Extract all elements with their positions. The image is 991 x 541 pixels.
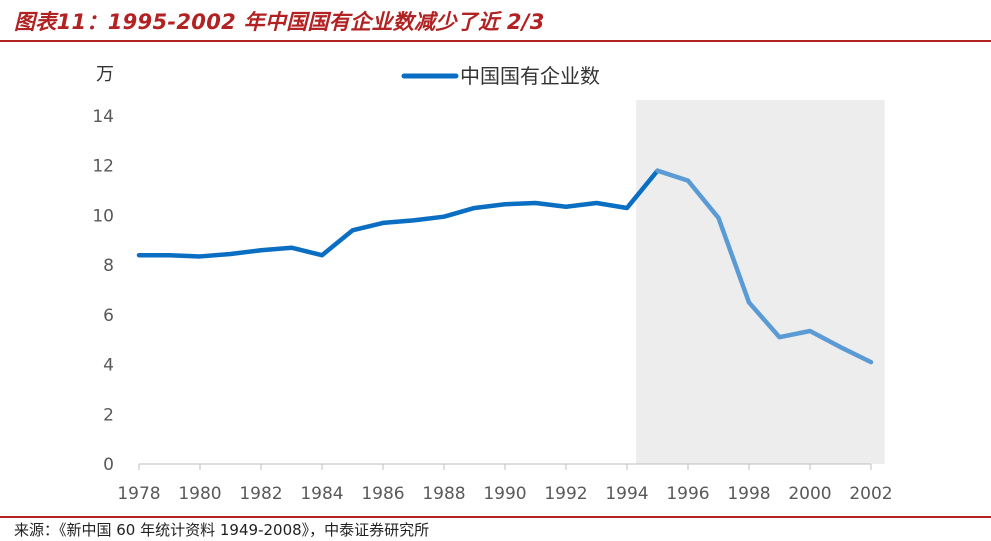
x-tick-label: 1998 <box>727 484 770 504</box>
y-tick-label: 12 <box>92 157 114 177</box>
x-tick-label: 1982 <box>239 484 282 504</box>
y-tick-label: 10 <box>92 206 114 226</box>
x-tick-label: 1990 <box>483 484 526 504</box>
x-tick-label: 1996 <box>666 484 709 504</box>
y-tick-label: 14 <box>92 107 114 127</box>
x-tick-label: 1988 <box>422 484 465 504</box>
title-bar: 图表11：1995-2002 年中国国有企业数减少了近 2/3 <box>0 0 991 42</box>
legend-label: 中国国有企业数 <box>460 64 600 88</box>
series-line-highlight <box>655 168 874 365</box>
y-tick-label: 2 <box>103 405 114 425</box>
series-line <box>136 168 660 259</box>
x-tick-label: 1994 <box>605 484 648 504</box>
x-tick-label: 1978 <box>117 484 160 504</box>
chart-title: 图表11：1995-2002 年中国国有企业数减少了近 2/3 <box>14 10 545 34</box>
x-tick-label: 1984 <box>300 484 343 504</box>
x-tick-label: 2002 <box>849 484 892 504</box>
x-tick-label: 2000 <box>788 484 831 504</box>
y-tick-label: 6 <box>103 306 114 326</box>
title-divider <box>0 40 991 42</box>
x-tick-label: 1986 <box>361 484 404 504</box>
y-tick-label: 4 <box>103 356 114 376</box>
x-tick-label: 1992 <box>544 484 587 504</box>
source-note: 来源：《新中国 60 年统计资料 1949-2008》，中泰证券研究所 <box>14 521 430 539</box>
y-tick-label: 0 <box>103 455 114 475</box>
highlight-band <box>636 100 885 464</box>
source-divider <box>0 516 991 518</box>
x-tick-label: 1980 <box>178 484 221 504</box>
y-axis-unit: 万 <box>96 64 114 85</box>
chart-area: 0 2 4 6 8 10 12 14 万 1978 1980 1982 1984 1986 1988 1990… <box>0 44 991 516</box>
line-chart: 0 2 4 6 8 10 12 14 万 1978 1980 1982 1984 1986 1988 1990… <box>92 64 892 504</box>
y-tick-label: 8 <box>103 256 114 276</box>
